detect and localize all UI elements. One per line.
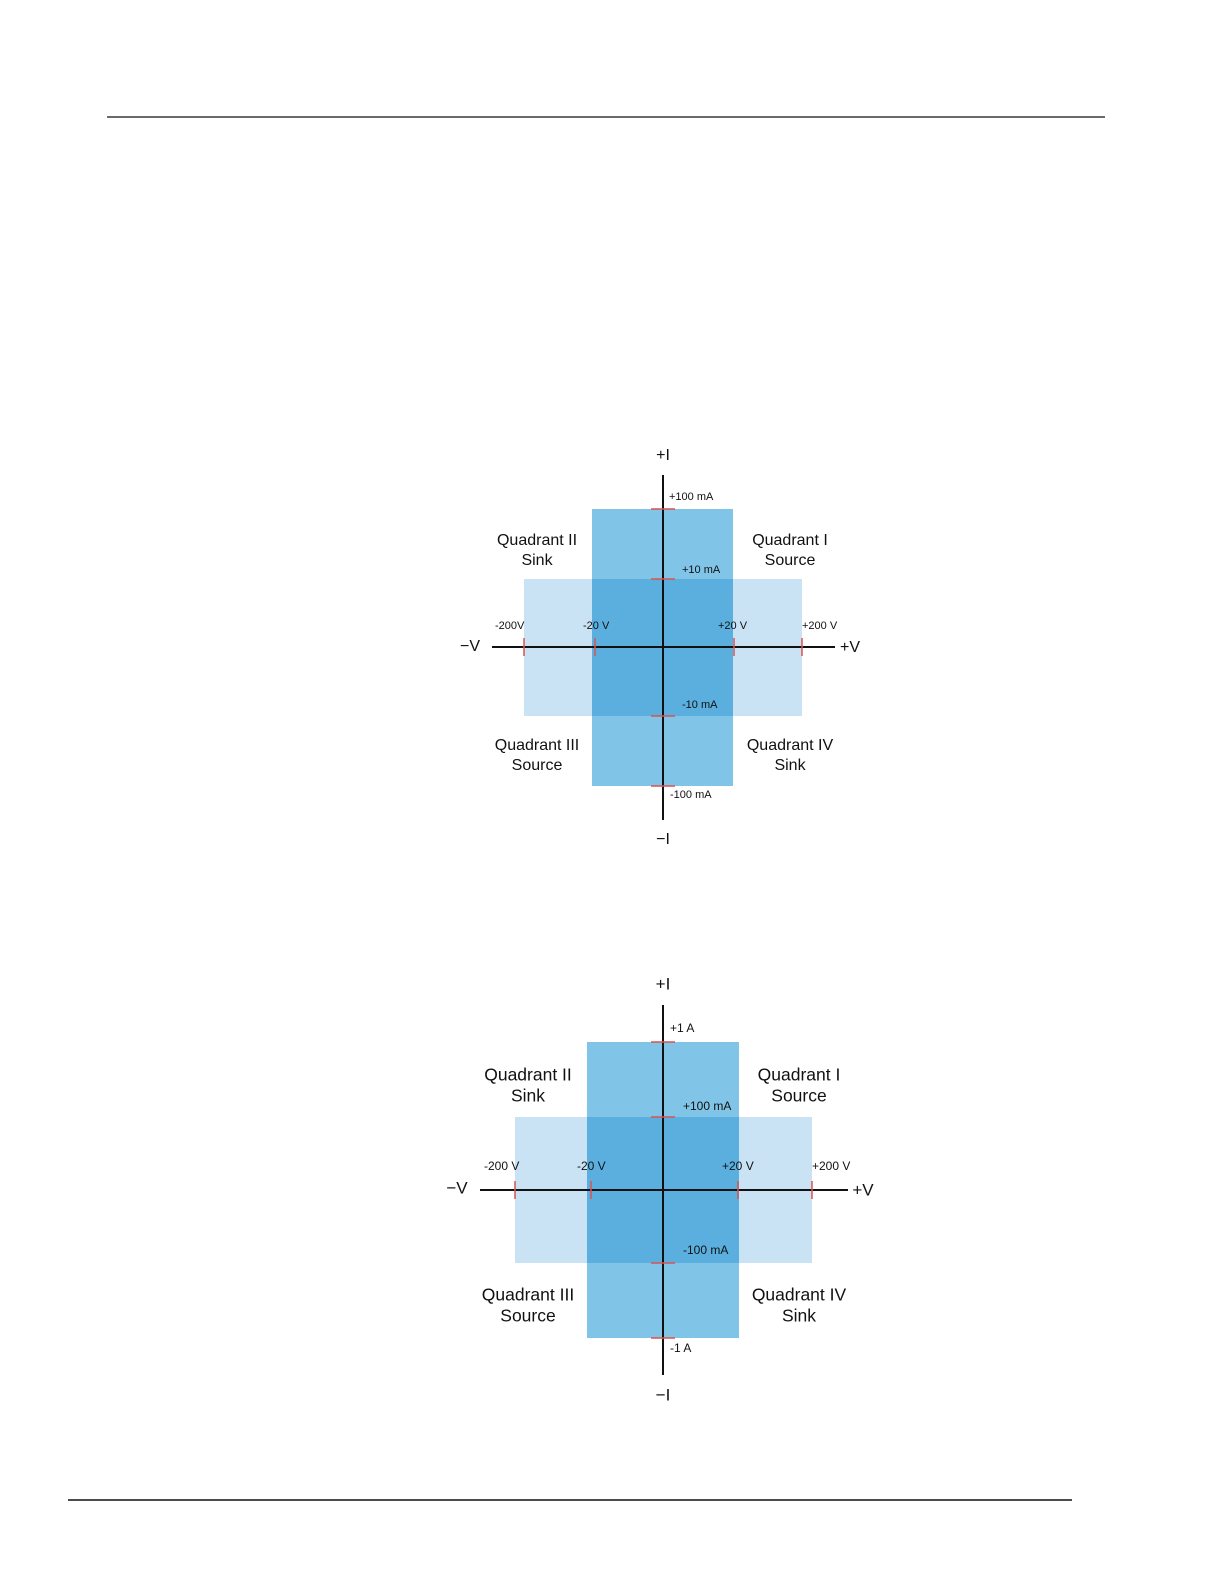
voltage-tick-label: -200V <box>495 620 525 632</box>
current-tick-label: +1 A <box>670 1021 694 1035</box>
quadrant-name: Quadrant IV <box>752 1285 847 1305</box>
voltage-tick-label: +200 V <box>802 620 838 632</box>
axis-label: +V <box>840 639 860 656</box>
quadrant-mode: Sink <box>774 757 806 774</box>
current-tick-label: -100 mA <box>683 1243 728 1257</box>
quadrant-mode: Source <box>771 1086 826 1106</box>
axis-label: +V <box>852 1180 874 1199</box>
quadrant-name: Quadrant II <box>484 1065 572 1085</box>
quadrant-mode: Sink <box>782 1306 816 1326</box>
voltage-tick-label: +200 V <box>812 1159 850 1173</box>
current-tick-label: +10 mA <box>682 564 721 576</box>
current-tick-label: -1 A <box>670 1341 691 1355</box>
quadrant-mode: Sink <box>511 1086 545 1106</box>
voltage-tick-label: -200 V <box>484 1159 519 1173</box>
current-tick-label: +100 mA <box>669 491 714 503</box>
axis-label: +I <box>656 447 670 464</box>
quadrant-mode: Sink <box>521 552 553 569</box>
axis-label: −V <box>446 1178 468 1197</box>
quadrant-mode: Source <box>512 757 563 774</box>
quadrant-name: Quadrant IV <box>747 737 834 754</box>
voltage-tick-label: -20 V <box>577 1159 606 1173</box>
axis-label: −V <box>460 638 480 655</box>
quadrant-name: Quadrant I <box>758 1065 841 1085</box>
voltage-tick-label: -20 V <box>583 620 610 632</box>
current-tick-label: +100 mA <box>683 1099 731 1113</box>
quadrant-name: Quadrant II <box>497 532 577 549</box>
quadrant-mode: Source <box>500 1306 555 1326</box>
current-tick-label: -100 mA <box>670 789 712 801</box>
quadrant-mode: Source <box>765 552 816 569</box>
quadrant-name: Quadrant III <box>495 737 580 754</box>
voltage-tick-label: +20 V <box>722 1159 754 1173</box>
axis-label: −I <box>656 831 670 848</box>
quadrant-name: Quadrant III <box>482 1285 574 1305</box>
quadrant-name: Quadrant I <box>752 532 828 549</box>
voltage-tick-label: +20 V <box>718 620 748 632</box>
axis-label: −I <box>656 1385 671 1404</box>
current-tick-label: -10 mA <box>682 699 718 711</box>
axis-label: +I <box>656 974 671 993</box>
